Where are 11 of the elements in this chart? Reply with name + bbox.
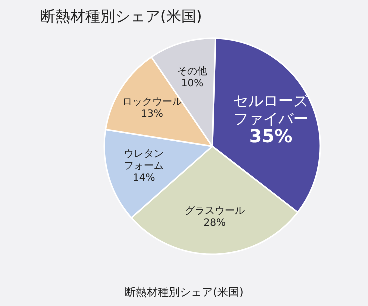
slice-label: グラスウール <box>184 206 245 218</box>
text: 断熱材種別シェア(米国) <box>125 286 244 299</box>
slice-label: ウレタンフォーム <box>124 148 164 172</box>
data-label: 10% <box>181 78 204 90</box>
data-label: 14% <box>132 172 156 184</box>
data-label: 13% <box>141 108 164 120</box>
slice-label: ロックウール <box>122 96 182 108</box>
slice-label: その他 <box>178 66 208 78</box>
data-label: 28% <box>204 218 226 230</box>
chart-title: 断熱材種別シェア(米国) <box>40 8 202 26</box>
data-label: 35% <box>250 126 293 148</box>
